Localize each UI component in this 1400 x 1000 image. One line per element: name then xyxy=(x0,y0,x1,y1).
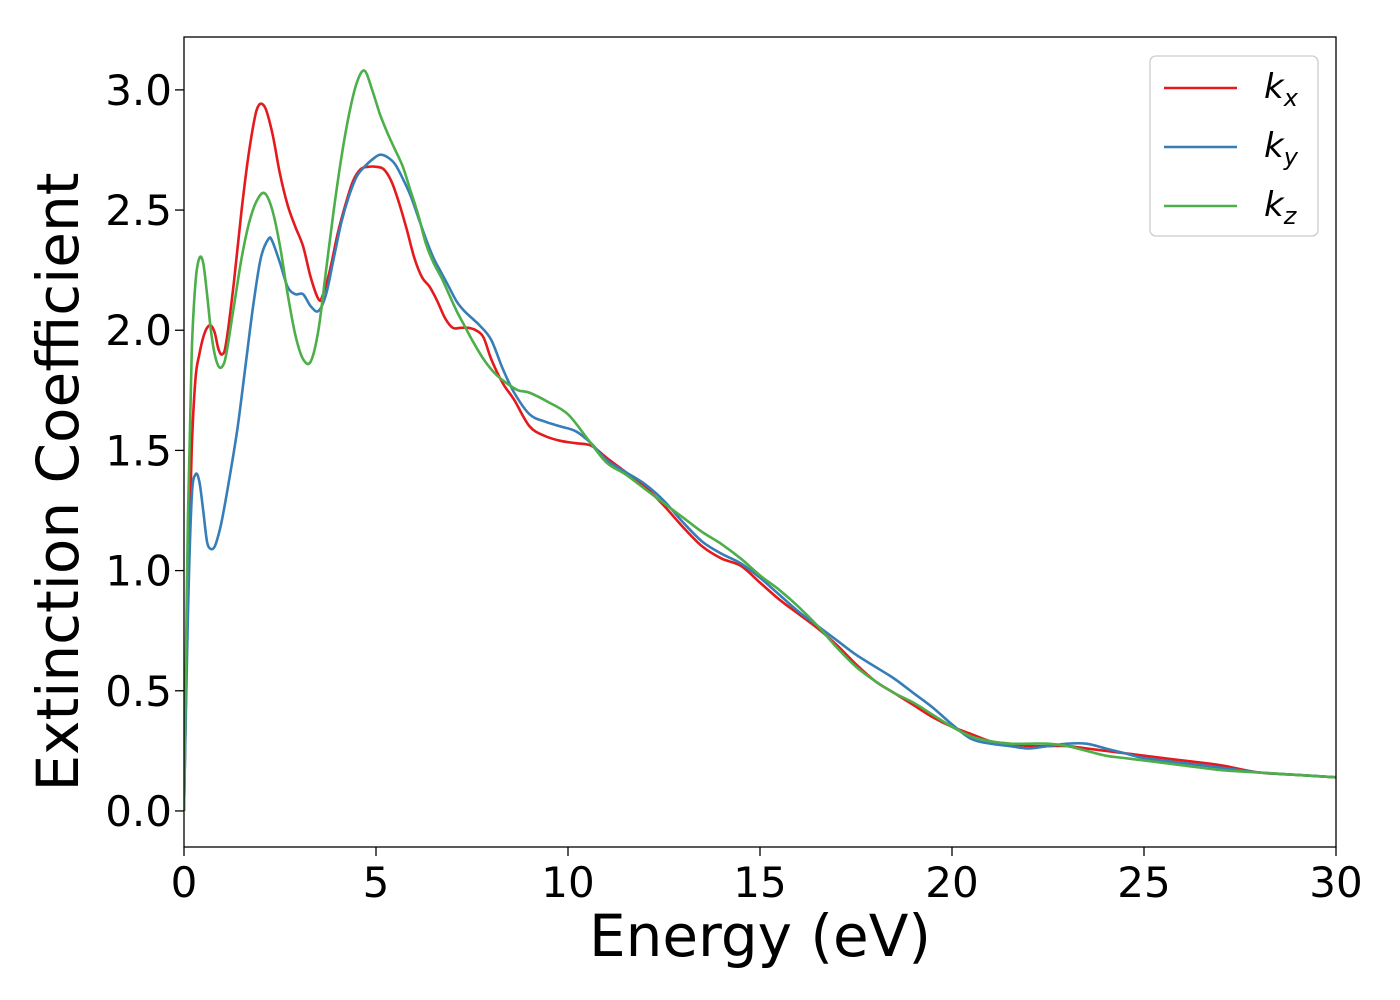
x-tick-label: 20 xyxy=(925,858,978,907)
y-tick-label: 1.5 xyxy=(105,426,172,475)
x-tick-label: 0 xyxy=(171,858,198,907)
x-tick-label: 25 xyxy=(1117,858,1170,907)
y-tick-label: 2.0 xyxy=(105,306,172,355)
x-axis: 0 5 10 15 20 25 30 xyxy=(171,847,1363,907)
legend-label-kz: kz xyxy=(1264,185,1298,230)
y-tick-label: 0.5 xyxy=(105,667,172,716)
y-tick-label: 3.0 xyxy=(105,66,172,115)
y-tick-label: 1.0 xyxy=(105,547,172,596)
y-tick-label: 2.5 xyxy=(105,186,172,235)
series-layer xyxy=(184,69,1336,811)
legend: kx ky kz xyxy=(1149,55,1319,237)
x-tick-label: 15 xyxy=(733,858,786,907)
series-line-kz xyxy=(184,69,1336,811)
x-tick-label: 30 xyxy=(1309,858,1362,907)
x-axis-label: Energy (eV) xyxy=(589,902,931,970)
y-axis: 0.0 0.5 1.0 1.5 2.0 2.5 3.0 xyxy=(105,66,184,836)
x-tick-label: 10 xyxy=(541,858,594,907)
y-axis-label: Extinction Coefficient xyxy=(24,173,92,792)
y-tick-label: 0.0 xyxy=(105,787,172,836)
legend-label-ky: ky xyxy=(1264,126,1299,171)
legend-label-kx: kx xyxy=(1264,67,1299,112)
x-tick-label: 5 xyxy=(363,858,390,907)
